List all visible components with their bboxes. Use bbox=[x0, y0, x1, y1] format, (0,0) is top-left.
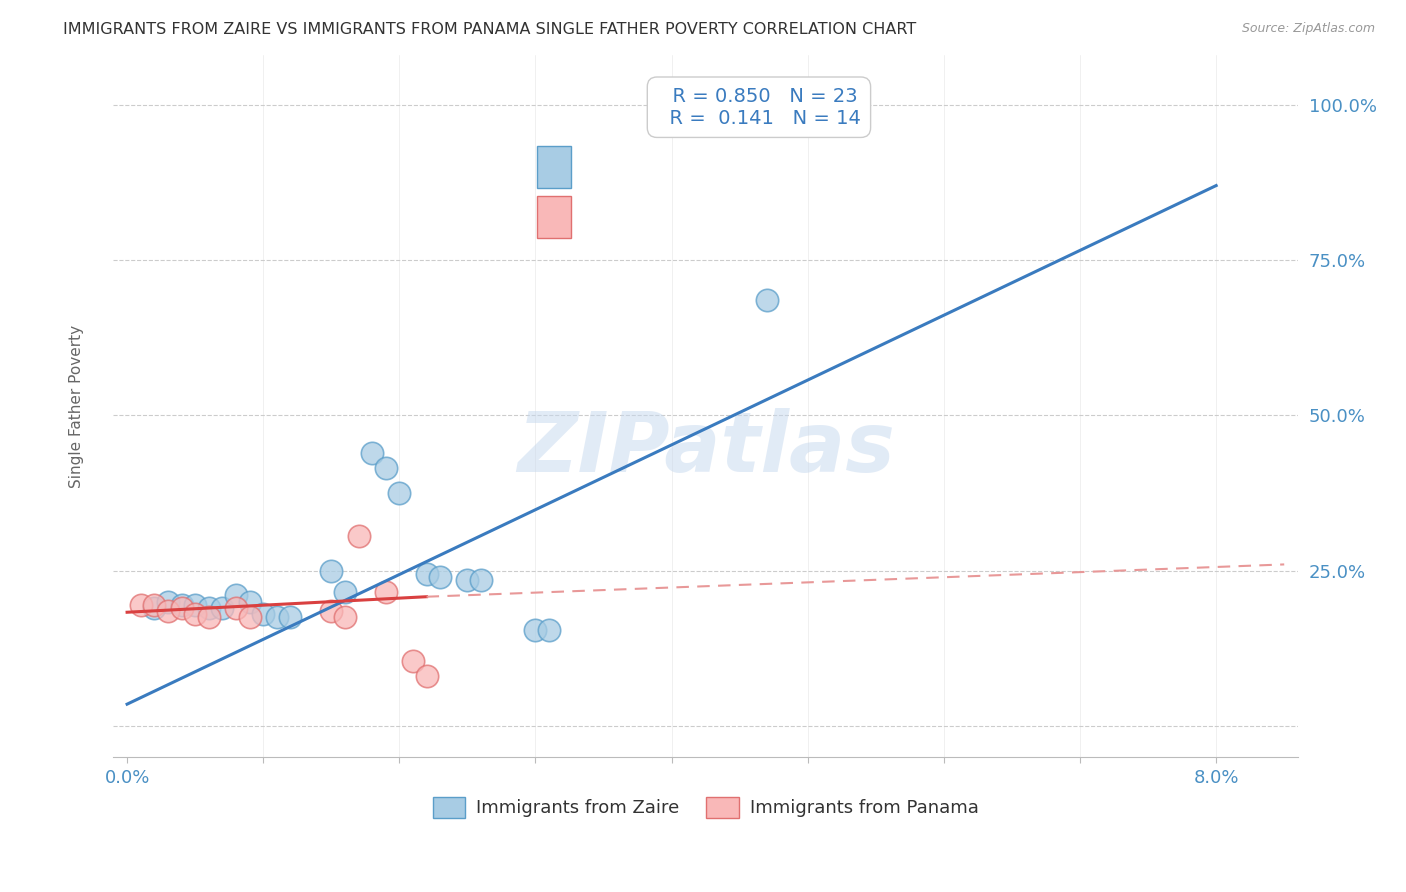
Text: ZIPatlas: ZIPatlas bbox=[517, 408, 894, 489]
Point bbox=[225, 600, 247, 615]
Point bbox=[333, 585, 356, 599]
Point bbox=[280, 610, 302, 624]
Point bbox=[225, 589, 247, 603]
Point bbox=[170, 600, 193, 615]
Point bbox=[456, 573, 478, 587]
Y-axis label: Single Father Poverty: Single Father Poverty bbox=[69, 325, 84, 488]
Text: Source: ZipAtlas.com: Source: ZipAtlas.com bbox=[1241, 22, 1375, 36]
Point bbox=[321, 564, 343, 578]
Point bbox=[252, 607, 274, 621]
Point bbox=[524, 623, 547, 637]
FancyBboxPatch shape bbox=[537, 146, 571, 188]
Point bbox=[361, 445, 384, 459]
Point bbox=[266, 610, 288, 624]
Point bbox=[143, 600, 166, 615]
Text: R = 0.850   N = 23
  R =  0.141   N = 14: R = 0.850 N = 23 R = 0.141 N = 14 bbox=[657, 87, 860, 128]
Point bbox=[374, 585, 396, 599]
Point bbox=[184, 598, 207, 612]
Point bbox=[429, 570, 451, 584]
Text: IMMIGRANTS FROM ZAIRE VS IMMIGRANTS FROM PANAMA SINGLE FATHER POVERTY CORRELATIO: IMMIGRANTS FROM ZAIRE VS IMMIGRANTS FROM… bbox=[63, 22, 917, 37]
Point bbox=[402, 654, 425, 668]
Point bbox=[470, 573, 492, 587]
Point bbox=[538, 623, 561, 637]
Point bbox=[415, 566, 437, 581]
FancyBboxPatch shape bbox=[537, 195, 571, 237]
Point bbox=[415, 669, 437, 683]
Point bbox=[374, 461, 396, 475]
Point bbox=[321, 604, 343, 618]
Point bbox=[197, 610, 219, 624]
Point bbox=[347, 529, 370, 543]
Point bbox=[755, 293, 778, 308]
Point bbox=[170, 598, 193, 612]
Point bbox=[156, 595, 179, 609]
Point bbox=[143, 598, 166, 612]
Point bbox=[129, 598, 152, 612]
Point bbox=[197, 600, 219, 615]
Point bbox=[156, 604, 179, 618]
Point bbox=[239, 610, 262, 624]
Point bbox=[388, 486, 411, 500]
Point bbox=[239, 595, 262, 609]
Point bbox=[333, 610, 356, 624]
Legend: Immigrants from Zaire, Immigrants from Panama: Immigrants from Zaire, Immigrants from P… bbox=[426, 789, 986, 825]
Point bbox=[184, 607, 207, 621]
Point bbox=[211, 600, 233, 615]
